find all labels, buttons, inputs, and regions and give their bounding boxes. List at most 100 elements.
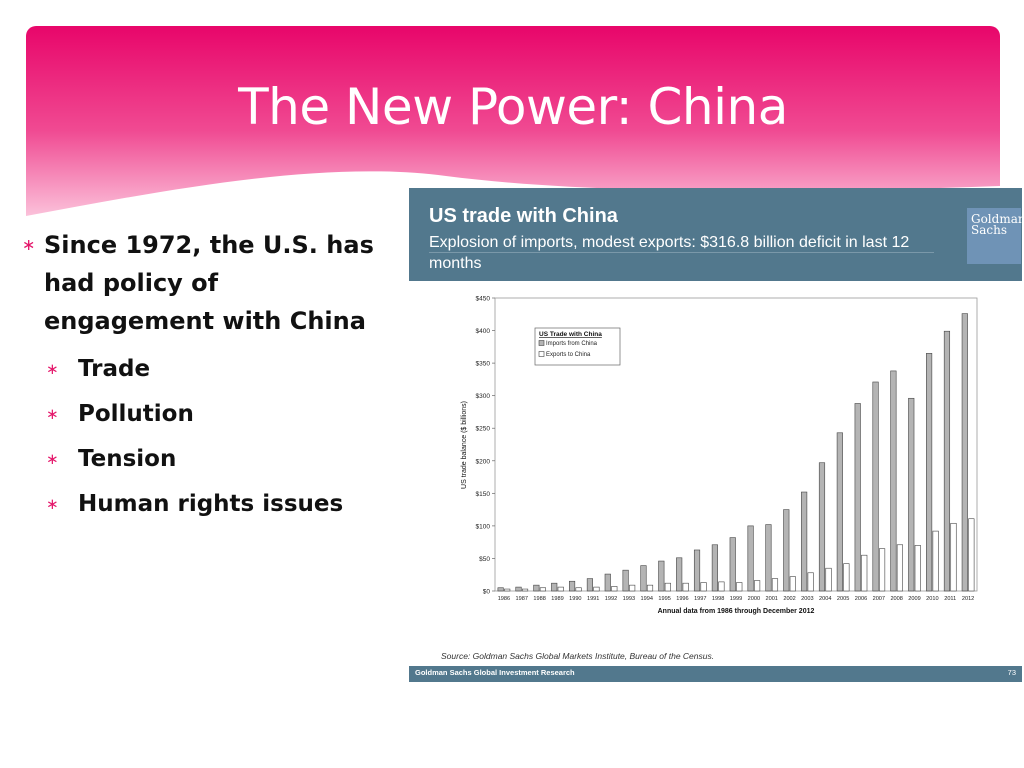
legend-swatch xyxy=(538,340,545,346)
logo-line-1: Goldman xyxy=(971,212,1024,226)
exports-bar xyxy=(682,582,689,592)
y-tick-label: $400 xyxy=(476,328,491,335)
exports-bar xyxy=(896,544,904,592)
bullet-list: ∗ Since 1972, the U.S. has had policy of… xyxy=(22,226,394,526)
exports-bar xyxy=(932,530,939,592)
footer-label: Goldman Sachs Global Investment Research xyxy=(415,668,575,677)
x-tick-label: 1992 xyxy=(605,596,617,602)
sub-bullet-tension: ∗ Tension xyxy=(46,436,394,481)
bullet-star-icon: ∗ xyxy=(46,404,59,423)
exports-bar xyxy=(771,578,779,592)
x-tick-label: 1989 xyxy=(551,596,563,602)
source-note: Source: Goldman Sachs Global Markets Ins… xyxy=(441,651,715,661)
bullet-star-icon: ∗ xyxy=(46,449,59,468)
x-axis-title: Annual data from 1986 through December 2… xyxy=(658,608,815,615)
x-tick-label: 1991 xyxy=(587,596,599,602)
imports-bar xyxy=(604,573,611,592)
exports-bar xyxy=(825,567,832,592)
bullet-main-text: Since 1972, the U.S. has had policy of e… xyxy=(44,231,374,335)
x-tick-label: 2012 xyxy=(962,596,974,602)
x-tick-label: 2000 xyxy=(748,596,760,602)
chart-panel: US trade with China Explosion of imports… xyxy=(409,188,1024,682)
y-tick-label: $0 xyxy=(483,589,491,596)
x-tick-label: 1993 xyxy=(623,596,635,602)
x-tick-label: 1990 xyxy=(569,596,581,602)
x-tick-label: 1995 xyxy=(658,596,670,602)
sub-bullet-text: Tension xyxy=(78,445,177,472)
imports-bar xyxy=(908,397,915,592)
y-tick-label: $100 xyxy=(476,523,491,530)
imports-bar xyxy=(890,370,897,592)
y-tick-label: $150 xyxy=(476,491,491,498)
x-tick-label: 2003 xyxy=(801,596,813,602)
x-tick-label: 1998 xyxy=(712,596,724,602)
exports-bar xyxy=(539,587,546,592)
exports-bar xyxy=(700,582,707,592)
title-banner xyxy=(26,26,1000,216)
logo-line-2: Sachs xyxy=(971,223,1007,237)
exports-bar xyxy=(718,581,725,592)
bullet-star-icon: ∗ xyxy=(22,235,36,254)
imports-bar xyxy=(711,544,718,592)
exports-bar xyxy=(968,518,975,592)
imports-bar xyxy=(943,330,951,592)
imports-bar xyxy=(676,557,683,592)
exports-bar xyxy=(789,576,796,592)
x-tick-label: 1999 xyxy=(730,596,742,602)
exports-bar xyxy=(664,582,671,592)
exports-bar xyxy=(646,584,654,592)
legend-label: Exports to China xyxy=(546,352,591,358)
x-tick-label: 2005 xyxy=(837,596,849,602)
x-tick-label: 2006 xyxy=(855,596,867,602)
imports-bar xyxy=(658,560,665,592)
sub-bullet-trade: ∗ Trade xyxy=(46,346,394,391)
exports-bar xyxy=(575,587,582,592)
page-number: 73 xyxy=(1007,668,1016,677)
legend-title: US Trade with China xyxy=(539,331,602,338)
x-tick-label: 2010 xyxy=(926,596,938,602)
x-tick-label: 1987 xyxy=(516,596,528,602)
bullet-main: ∗ Since 1972, the U.S. has had policy of… xyxy=(22,226,394,340)
x-tick-label: 2009 xyxy=(908,596,920,602)
sub-bullet-text: Human rights issues xyxy=(78,490,344,517)
exports-bar xyxy=(736,582,743,592)
bullet-star-icon: ∗ xyxy=(46,494,59,513)
x-tick-label: 2011 xyxy=(944,596,956,602)
trade-bar-chart: $0 $50 $100 $150 $200 $250 $300 $350 $400 $450 198… xyxy=(461,296,978,615)
imports-bar xyxy=(568,580,576,592)
sub-bullet-human-rights: ∗ Human rights issues xyxy=(46,481,394,526)
sub-bullet-text: Pollution xyxy=(78,400,194,427)
chart-container: $0 $50 $100 $150 $200 $250 $300 $350 $400 $450 198… xyxy=(453,295,983,629)
imports-bar xyxy=(747,525,754,592)
imports-bar xyxy=(551,582,558,592)
y-axis-title: US trade balance ($ billions) xyxy=(461,401,468,489)
bullet-star-icon: ∗ xyxy=(46,359,59,378)
x-tick-label: 1996 xyxy=(676,596,688,602)
imports-bar xyxy=(872,381,879,592)
imports-bar xyxy=(818,462,826,592)
panel-header: US trade with China Explosion of imports… xyxy=(409,188,1024,281)
goldman-sachs-logo: Goldman Sachs xyxy=(967,208,1024,264)
y-tick-label: $250 xyxy=(476,426,491,433)
exports-bar xyxy=(843,563,850,592)
x-tick-label: 2007 xyxy=(873,596,885,602)
x-tick-label: 1997 xyxy=(694,596,706,602)
imports-bar xyxy=(586,578,593,592)
x-tick-label: 2002 xyxy=(783,596,795,602)
exports-bar xyxy=(807,572,814,592)
exports-bar xyxy=(754,580,761,592)
y-tick-label: $450 xyxy=(476,296,491,303)
legend-box xyxy=(534,327,621,366)
header-divider xyxy=(429,252,934,253)
imports-bar xyxy=(783,509,790,592)
exports-bar xyxy=(504,588,511,592)
legend-label: Imports from China xyxy=(546,341,598,347)
exports-bar xyxy=(879,548,886,592)
legend-swatch xyxy=(538,351,545,357)
imports-bar xyxy=(926,353,933,592)
imports-bar xyxy=(533,584,540,592)
slide-title: The New Power: China xyxy=(238,78,788,136)
sub-bullet-pollution: ∗ Pollution xyxy=(46,391,394,436)
sub-bullet-text: Trade xyxy=(78,355,151,382)
exports-bar xyxy=(593,586,600,592)
